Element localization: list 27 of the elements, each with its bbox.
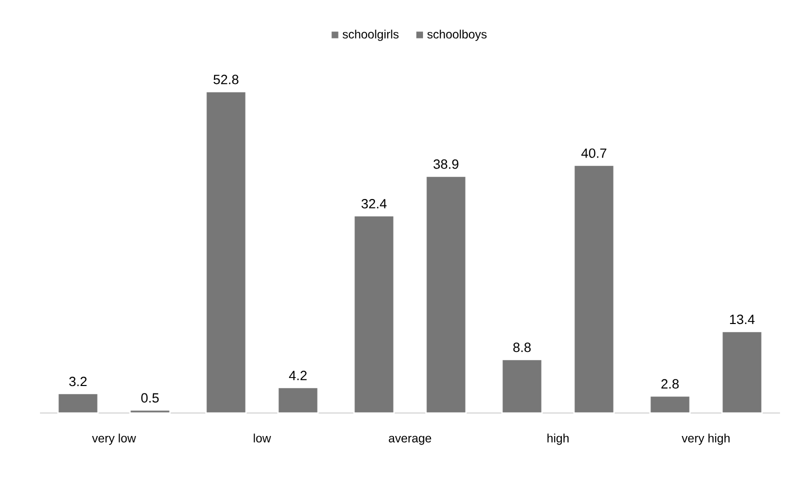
bar [205,90,247,414]
data-label: 32.4 [362,198,387,208]
data-label: 8.8 [513,342,531,352]
data-label: 2.8 [661,379,679,389]
x-tick-label: very high [682,434,730,445]
data-label: 52.8 [214,74,238,84]
bar [353,215,395,414]
legend-label: schoolgirls [342,30,399,41]
legend-label: schoolboys [427,30,487,41]
data-label: 13.4 [730,314,755,324]
data-label: 0.5 [141,393,159,403]
x-tick-label: very low [92,434,136,445]
bar [721,330,763,414]
bar [649,395,691,414]
x-tick-label: high [547,434,569,445]
data-label: 3.2 [69,376,87,386]
bar [57,392,99,414]
bar [277,386,319,414]
x-tick-label: average [388,436,432,445]
data-label: 40.7 [581,148,606,158]
bar [573,164,615,414]
bar [129,409,171,414]
data-label: 38.9 [434,159,458,169]
x-tick-label: low [254,434,272,442]
bar [425,176,467,414]
bar [501,358,543,414]
data-label: 4.2 [289,370,307,380]
